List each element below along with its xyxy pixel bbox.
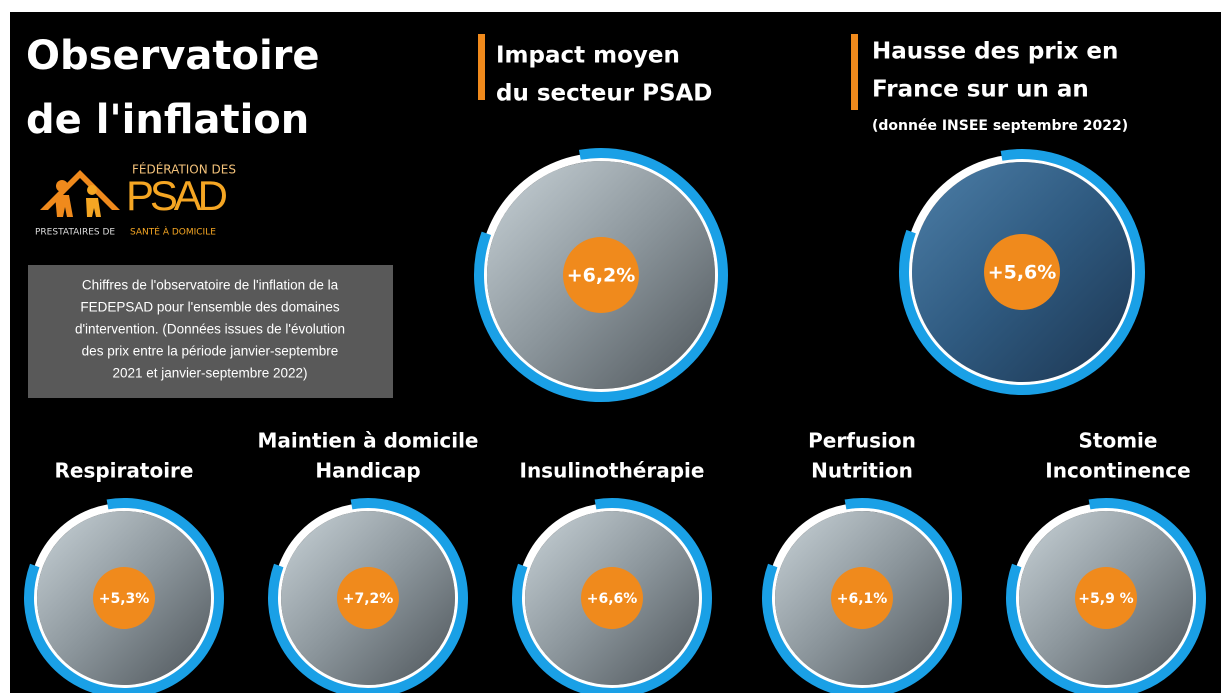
value-label: +5,9 %	[1078, 591, 1133, 607]
value-label: +6,6%	[587, 591, 638, 607]
section-title: Impact moyen	[496, 43, 680, 69]
section-title: du secteur PSAD	[496, 81, 712, 107]
accent-bar	[478, 34, 485, 100]
note-text: 2021 et janvier-septembre 2022)	[112, 366, 307, 381]
section-subtitle: (donnée INSEE septembre 2022)	[872, 118, 1128, 134]
domain-title: Perfusion	[808, 429, 916, 453]
domain-title: Respiratoire	[55, 459, 194, 483]
value-label: +5,3%	[99, 591, 150, 607]
value-label: +5,6%	[988, 262, 1057, 284]
page-title: de l'inflation	[26, 97, 309, 143]
note-text: des prix entre la période janvier-septem…	[82, 344, 339, 359]
domain-title: Stomie	[1079, 429, 1158, 453]
domain-title: Handicap	[315, 459, 420, 483]
domain-title: Insulinothérapie	[520, 459, 705, 483]
section-title: Hausse des prix en	[872, 39, 1118, 65]
infographic: Observatoirede l'inflationFÉDÉRATION DES…	[0, 0, 1221, 693]
note-text: Chiffres de l'observatoire de l'inflatio…	[82, 278, 339, 293]
logo-bottom: SANTÉ À DOMICILE	[130, 226, 216, 238]
value-label: +6,2%	[567, 265, 636, 287]
note-text: FEDEPSAD pour l'ensemble des domaines	[80, 300, 339, 315]
section-title: France sur un an	[872, 77, 1089, 103]
accent-bar	[851, 34, 858, 110]
domain-title: Maintien à domicile	[257, 429, 478, 453]
domain-title: Incontinence	[1045, 459, 1190, 483]
domain-title: Nutrition	[811, 459, 913, 483]
note-text: d'intervention. (Données issues de l'évo…	[75, 322, 345, 337]
logo-name: PSAD	[126, 172, 228, 219]
logo-bottom: PRESTATAIRES DE	[35, 228, 115, 238]
value-label: +7,2%	[343, 591, 394, 607]
page-title: Observatoire	[26, 33, 320, 79]
value-label: +6,1%	[837, 591, 888, 607]
